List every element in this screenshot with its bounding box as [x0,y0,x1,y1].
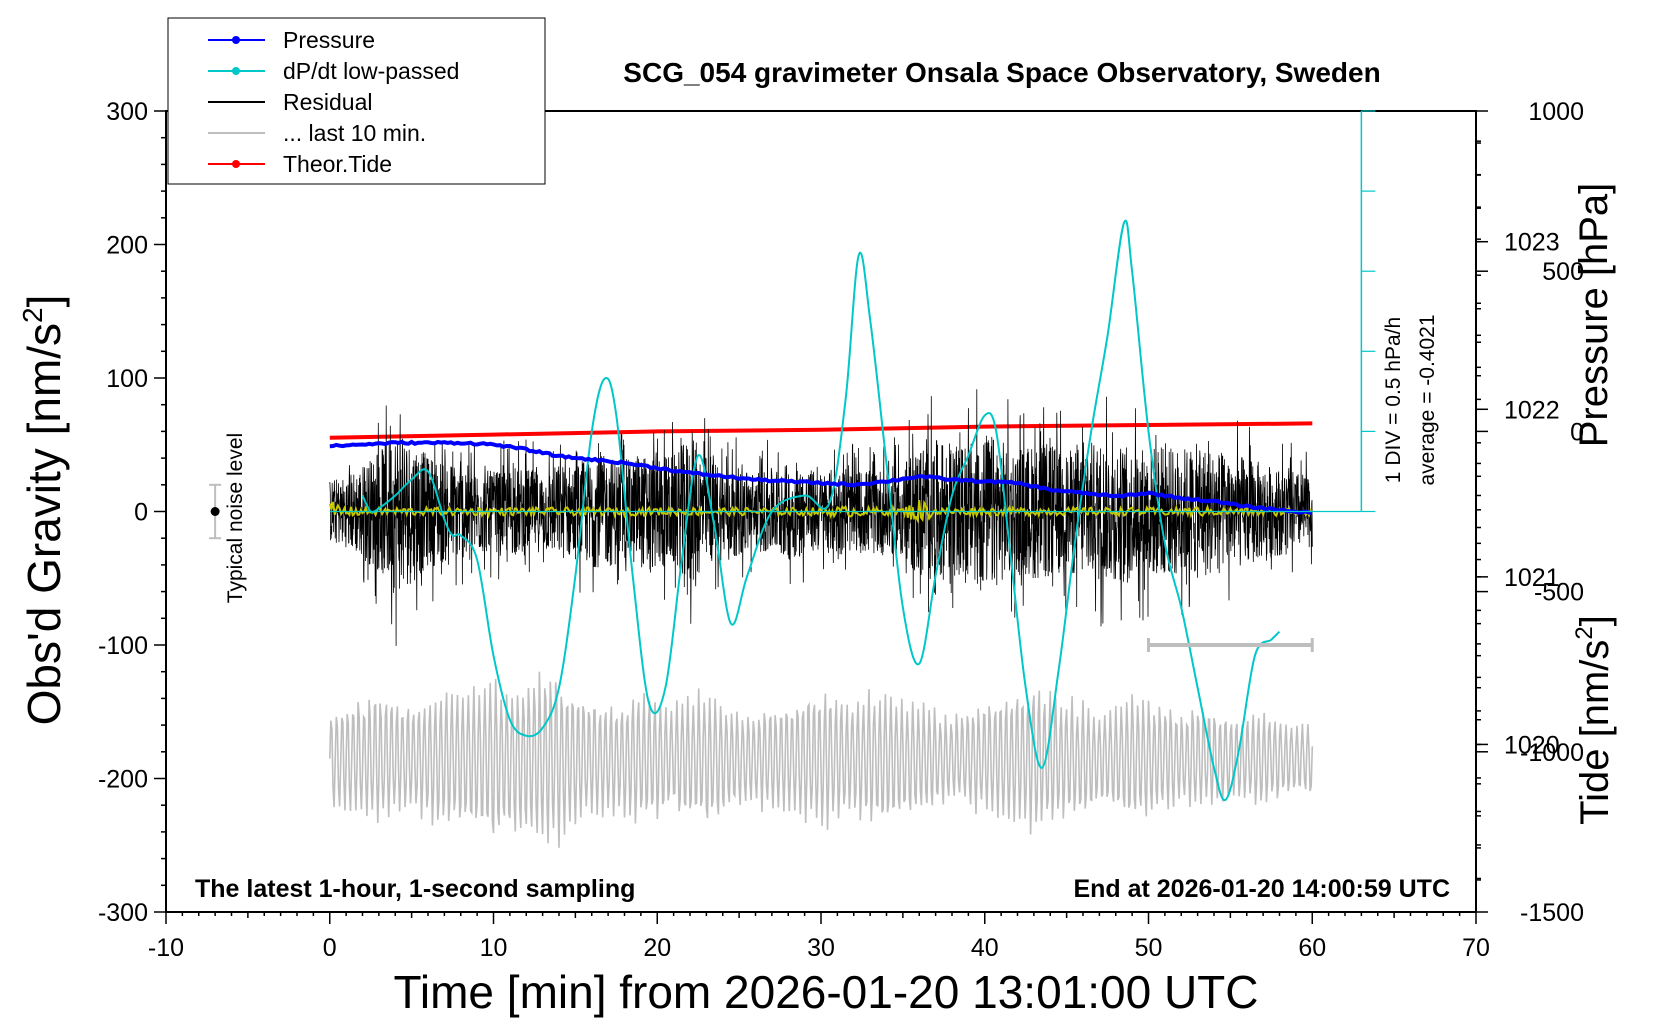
y-tick-label: 200 [106,232,148,260]
x-tick-label: 30 [807,934,835,962]
y-tick-label: 0 [134,499,148,527]
legend-label: dP/dt low-passed [283,58,459,84]
tide-label-base: Tide [nm/s [1573,640,1617,825]
x-axis-label: Time [min] from 2026-01-20 13:01:00 UTC [394,966,1259,1018]
legend: Pressure dP/dt low-passed Residual ... last… [167,17,546,185]
noise-dot [210,507,220,516]
legend-label: Residual [283,89,373,115]
annotation-end-time: End at 2026-01-20 14:00:59 UTC [1073,875,1450,903]
y-tick-label: 300 [106,98,148,126]
y-axis-tide: -1500 -1000 -500 0 500 1000 [1476,98,1584,927]
legend-label: ... last 10 min. [283,120,426,146]
pressure-series [329,439,1313,516]
chart-title: SCG_054 gravimeter Onsala Space Observat… [623,57,1380,88]
y-axis-gravity: -300 -200 -100 0 100 200 300 [98,98,166,927]
noise-level-label: Typical noise level [224,433,247,603]
y-tick-label: 100 [106,365,148,393]
y-axis-label-sup: 2 [17,307,48,323]
legend-marker [232,160,240,168]
dpdt-average-label: average = -0.4021 [1416,314,1439,485]
y-tick-label: -200 [98,766,148,794]
pressure-tick-label: 1020 [1504,731,1560,759]
last-10-min-series [329,671,1314,848]
x-tick-label: 10 [480,934,508,962]
y-axis-pressure: 1020 1021 1022 1023 [1476,140,1560,880]
legend-marker [232,67,240,75]
annotation-sampling: The latest 1-hour, 1-second sampling [195,875,635,903]
y-axis-label-end: ] [18,295,70,308]
noise-level-marker [209,483,222,540]
pressure-tick-label: 1023 [1504,229,1560,257]
tide-label-end: ] [1573,615,1617,626]
dpdt-line [361,219,1281,802]
pressure-tick-label: 1021 [1504,564,1560,592]
last-10-min-line [329,671,1314,848]
tide-tick-label: -1500 [1520,899,1584,927]
x-tick-label: -10 [148,934,184,962]
y-axis-label-tide: Tide [nm/s2] [1571,615,1617,825]
dpdt-scale-axis [329,110,1376,513]
x-tick-label: 20 [643,934,671,962]
legend-marker [232,36,240,44]
y-tick-label: -100 [98,632,148,660]
x-tick-label: 70 [1462,934,1490,962]
y-tick-label: -300 [98,899,148,927]
tide-tick-label: -500 [1534,579,1584,607]
tide-tick-label: 1000 [1528,98,1584,126]
y-axis-label-pressure: Pressure [hPa] [1572,183,1616,448]
legend-label: Pressure [283,27,375,53]
dpdt-series [361,219,1281,802]
x-axis: -10 0 10 20 30 40 50 60 70 [148,912,1490,962]
x-tick-label: 60 [1298,934,1326,962]
y-axis-label-base: Obs'd Gravity [nm/s [18,323,70,725]
dpdt-div-label: 1 DIV = 0.5 hPa/h [1382,317,1405,483]
x-tick-label: 0 [323,934,337,962]
x-tick-label: 40 [971,934,999,962]
tide-tick-label: -1000 [1520,739,1584,767]
tide-tick-label: 0 [1570,418,1584,446]
legend-label: Theor.Tide [283,151,392,177]
tide-tick-label: 500 [1542,258,1584,286]
pressure-line [329,439,1313,516]
ten-minute-scale-bar [1147,638,1314,652]
y-axis-label-gravity: Obs'd Gravity [nm/s2] [17,295,70,726]
pressure-tick-label: 1022 [1504,396,1560,424]
tide-label-sup: 2 [1571,626,1598,639]
x-tick-label: 50 [1135,934,1163,962]
